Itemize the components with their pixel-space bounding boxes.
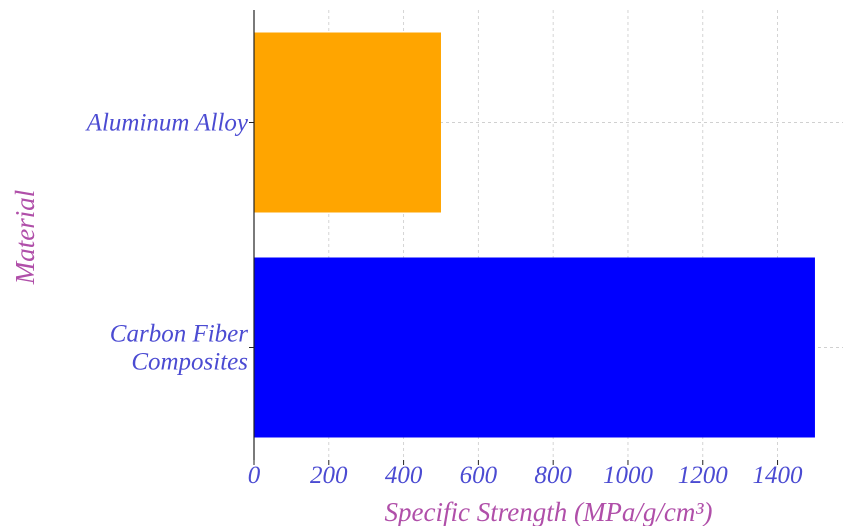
x-tick-label: 1000 [603, 462, 654, 489]
y-tick-label: Carbon Fiber [110, 321, 248, 348]
x-tick-label: 600 [460, 462, 498, 489]
x-tick-label: 0 [248, 462, 261, 489]
y-axis-title: Material [10, 190, 40, 286]
bar-carbon-fiber-composites [254, 257, 815, 438]
y-tick-label: Aluminum Alloy [85, 110, 249, 137]
x-tick-label: 400 [385, 462, 423, 489]
x-tick-label: 1200 [678, 462, 729, 489]
x-tick-label: 200 [310, 462, 348, 489]
x-tick-label: 1400 [753, 462, 804, 489]
bars [254, 32, 815, 438]
x-tick-labels: 0 200 400 600 800 1000 1200 1400 [248, 460, 803, 489]
x-tick-label: 800 [534, 462, 572, 489]
x-axis-title: Specific Strength (MPa/g/cm³) [385, 497, 713, 526]
y-tick-label: Composites [131, 349, 248, 376]
bar-aluminum-alloy [254, 32, 441, 213]
